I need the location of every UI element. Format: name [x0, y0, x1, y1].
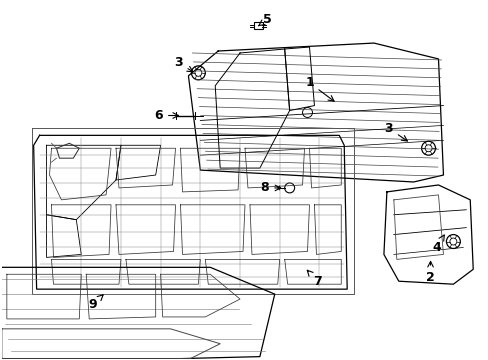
- Text: 1: 1: [305, 76, 333, 101]
- Text: 5: 5: [258, 13, 272, 26]
- Text: 7: 7: [306, 270, 321, 288]
- Text: 4: 4: [431, 235, 444, 254]
- Text: 8: 8: [260, 181, 280, 194]
- Bar: [253, 22, 263, 29]
- Text: 3: 3: [174, 57, 193, 72]
- Text: 2: 2: [426, 261, 434, 284]
- Text: 3: 3: [384, 122, 407, 141]
- Text: 6: 6: [154, 109, 178, 122]
- Text: 9: 9: [89, 295, 103, 311]
